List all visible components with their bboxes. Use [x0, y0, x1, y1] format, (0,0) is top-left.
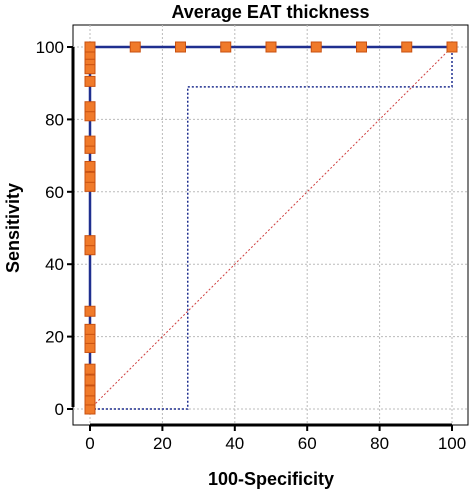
- roc-point-marker: [356, 41, 367, 53]
- x-tick-label: 60: [298, 434, 317, 453]
- roc-point-marker: [84, 244, 96, 256]
- x-tick-labels: 0 20 40 60 80 100: [85, 434, 466, 453]
- marker-layer: [84, 41, 458, 415]
- roc-point-marker: [84, 101, 96, 113]
- roc-point-marker: [84, 305, 96, 317]
- y-tick-label: 80: [45, 110, 64, 129]
- roc-point-marker: [84, 403, 96, 415]
- y-tick-label: 0: [55, 400, 64, 419]
- roc-point-marker: [129, 41, 141, 53]
- gridlines: [73, 25, 468, 425]
- x-tick-label: 100: [438, 434, 466, 453]
- axes: [67, 46, 453, 431]
- roc-point-marker: [84, 363, 96, 375]
- x-tick-label: 80: [370, 434, 389, 453]
- roc-confidence-bound: [90, 47, 453, 410]
- roc-point-marker: [265, 41, 277, 53]
- x-tick-label: 40: [225, 434, 244, 453]
- reference-diagonal: [89, 46, 453, 410]
- roc-point-marker: [84, 374, 96, 386]
- roc-point-marker: [84, 235, 96, 247]
- roc-point-marker: [220, 41, 232, 53]
- roc-point-marker: [84, 385, 96, 397]
- y-tick-label: 60: [45, 183, 64, 202]
- roc-point-marker: [84, 110, 96, 122]
- series-layer: [88, 45, 453, 410]
- y-tick-labels: 0 20 40 60 80 100: [36, 38, 64, 419]
- y-tick-label: 100: [36, 38, 64, 57]
- roc-point-marker: [84, 41, 96, 53]
- roc-point-marker: [84, 75, 96, 87]
- y-axis-title: Sensitivity: [3, 183, 23, 273]
- roc-point-marker: [84, 63, 96, 75]
- roc-point-marker: [401, 41, 413, 53]
- roc-point-marker: [84, 135, 96, 147]
- roc-point-marker: [84, 180, 96, 192]
- roc-point-marker: [84, 160, 96, 172]
- x-tick-label: 0: [85, 434, 94, 453]
- roc-point-marker: [84, 332, 96, 344]
- roc-point-marker: [175, 41, 186, 53]
- x-tick-label: 20: [153, 434, 172, 453]
- roc-point-marker: [84, 394, 96, 406]
- roc-point-marker: [446, 41, 458, 53]
- y-tick-label: 40: [45, 255, 64, 274]
- roc-point-marker: [310, 41, 322, 53]
- chart-title: Average EAT thickness: [171, 2, 369, 22]
- roc-point-marker: [84, 341, 96, 353]
- plot-frame: [72, 24, 469, 426]
- x-axis-title: 100-Specificity: [208, 469, 334, 489]
- y-tick-label: 20: [45, 328, 64, 347]
- roc-point-marker: [84, 171, 96, 183]
- roc-point-marker: [84, 323, 96, 335]
